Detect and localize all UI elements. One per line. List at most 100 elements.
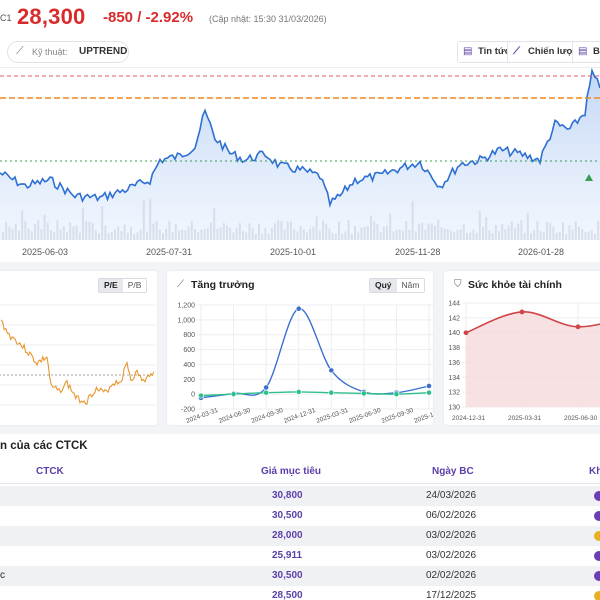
- strategy-button-label: Chiến lược: [528, 46, 579, 57]
- x-tick-label: 2024-06-30: [218, 407, 252, 425]
- x-tick-label: 2024-12-31: [452, 415, 486, 422]
- y-tick-label: 1,200: [177, 303, 195, 310]
- series-green-point[interactable]: [198, 392, 204, 399]
- y-tick-label: 140: [448, 330, 460, 337]
- chart-toolbar: ⟋ Kỹ thuật: UPTREND ▤ Tin tức ⟋ Chiến lư…: [0, 36, 600, 68]
- y-tick-label: 800: [183, 332, 195, 339]
- col-target-price[interactable]: Giá mục tiêu: [261, 466, 322, 477]
- target-price: 30,500: [272, 510, 303, 521]
- y-tick-label: 136: [448, 360, 460, 367]
- series-blue-point[interactable]: [263, 384, 270, 391]
- growth-chart-icon: ⟋: [177, 279, 184, 290]
- health-title: Sức khỏe tài chính: [468, 279, 562, 291]
- series-green-point[interactable]: [295, 389, 302, 395]
- series-blue-point[interactable]: [295, 305, 302, 312]
- health-chart: 144 142 140 138 136 134 132 130 2024-12-31 2025-…: [448, 301, 600, 422]
- tab-quarter[interactable]: Quý: [370, 279, 397, 292]
- report-date: 24/03/2026: [426, 490, 477, 501]
- x-label-2026-01-28: 2026-01-28: [518, 247, 564, 257]
- y-tick-label: 600: [183, 347, 195, 354]
- health-line: [465, 311, 600, 334]
- health-point[interactable]: [463, 330, 469, 336]
- series-green-point[interactable]: [263, 389, 270, 396]
- technical-label: Kỹ thuật:: [32, 47, 68, 57]
- series-blue-line: [200, 308, 430, 399]
- price-chart-svg: 2025-06-03 2025-07-31 2025-10-01 2025-11…: [0, 68, 600, 257]
- table-row[interactable]: 28,500 17/12/2025: [0, 586, 600, 600]
- col-recommendation[interactable]: Kh: [589, 466, 600, 477]
- y-tick-label: 130: [448, 405, 460, 412]
- series-green-point[interactable]: [230, 391, 237, 398]
- pe-chart: [0, 304, 155, 406]
- x-tick-label: 2025-12-31: [413, 407, 434, 425]
- series-green-point[interactable]: [393, 391, 400, 398]
- y-tick-label: 400: [183, 362, 195, 369]
- x-tick-label: 2025-03-31: [316, 407, 350, 425]
- target-price: 30,800: [272, 490, 303, 501]
- technical-trend-pill[interactable]: ⟋ Kỹ thuật: UPTREND: [7, 41, 129, 63]
- broker-name: c: [0, 570, 5, 581]
- table-row[interactable]: 28,000 03/02/2026: [0, 526, 600, 546]
- ticker-fragment: C1: [0, 13, 12, 23]
- recommendation-badge: [594, 571, 600, 581]
- tab-year[interactable]: Năm: [396, 279, 425, 292]
- price-area: [0, 70, 600, 240]
- health-area: [466, 311, 600, 407]
- series-blue-point[interactable]: [426, 383, 432, 389]
- recommendation-badge: [594, 531, 600, 541]
- recommendation-badge: [594, 491, 600, 501]
- table-row[interactable]: c 30,500 02/02/2026: [0, 566, 600, 586]
- y-tick-label: 144: [448, 301, 460, 308]
- y-tick-label: 142: [448, 315, 460, 322]
- report-date: 17/12/2025: [426, 590, 477, 600]
- technical-value: UPTREND: [79, 46, 128, 57]
- pe-line: [0, 319, 155, 405]
- col-broker[interactable]: CTCK: [36, 466, 64, 477]
- table-row[interactable]: 30,800 24/03/2026: [0, 486, 600, 506]
- tab-pe[interactable]: P/E: [99, 279, 123, 292]
- x-label-2025-06-03: 2025-06-03: [22, 247, 68, 257]
- x-label-2025-07-31: 2025-07-31: [146, 247, 192, 257]
- y-tick-label: 0: [191, 392, 195, 399]
- table-row[interactable]: 30,500 06/02/2026: [0, 506, 600, 526]
- report-date: 02/02/2026: [426, 570, 477, 581]
- up-arrow-marker: [585, 174, 593, 181]
- chart-trend-icon: ⟋: [16, 45, 24, 57]
- col-report-date[interactable]: Ngày BC: [432, 466, 474, 477]
- analyst-table-header: CTCK Giá mục tiêu Ngày BC Kh: [0, 460, 600, 484]
- health-point[interactable]: [575, 324, 581, 330]
- report-button[interactable]: ▤ Bá: [572, 41, 600, 63]
- report-date: 06/02/2026: [426, 510, 477, 521]
- valuation-card: P/E P/B: [0, 270, 158, 426]
- y-tick-label: -200: [181, 407, 195, 414]
- price-change: -850 / -2.92%: [103, 9, 194, 26]
- y-tick-label: 1,000: [177, 317, 195, 324]
- y-tick-label: 138: [448, 345, 460, 352]
- series-green-point[interactable]: [328, 389, 335, 396]
- series-green-point[interactable]: [426, 389, 432, 396]
- series-green-point[interactable]: [360, 390, 367, 397]
- x-tick-label: 2025-03-31: [508, 415, 542, 422]
- health-point[interactable]: [519, 309, 525, 315]
- news-icon: ▤: [463, 46, 473, 57]
- growth-card: ⟋ Tăng trưởng Quý Năm 1,200 1,000 800 600 40…: [166, 270, 434, 426]
- price-chart[interactable]: 2025-06-03 2025-07-31 2025-10-01 2025-11…: [0, 68, 600, 262]
- recommendation-badge: [594, 511, 600, 521]
- target-price: 30,500: [272, 570, 303, 581]
- x-tick-label: 2024-09-30: [250, 407, 284, 425]
- x-tick-label: 2025-09-30: [381, 407, 415, 425]
- shield-icon: ⛉: [454, 279, 462, 290]
- growth-title: Tăng trưởng: [191, 279, 255, 291]
- analyst-section-title: n của các CTCK: [0, 440, 88, 452]
- x-tick-label: 2025-06-30: [564, 415, 598, 422]
- recommendation-badge: [594, 591, 600, 600]
- table-row[interactable]: 25,911 03/02/2026: [0, 546, 600, 566]
- y-tick-label: 132: [448, 390, 460, 397]
- recommendation-badge: [594, 551, 600, 561]
- strategy-icon: ⟋: [513, 46, 520, 57]
- series-blue-point[interactable]: [328, 367, 335, 374]
- analyst-targets-section: n của các CTCK CTCK Giá mục tiêu Ngày BC…: [0, 434, 600, 600]
- tab-pb[interactable]: P/B: [122, 279, 147, 292]
- strategy-button[interactable]: ⟋ Chiến lược: [507, 41, 586, 63]
